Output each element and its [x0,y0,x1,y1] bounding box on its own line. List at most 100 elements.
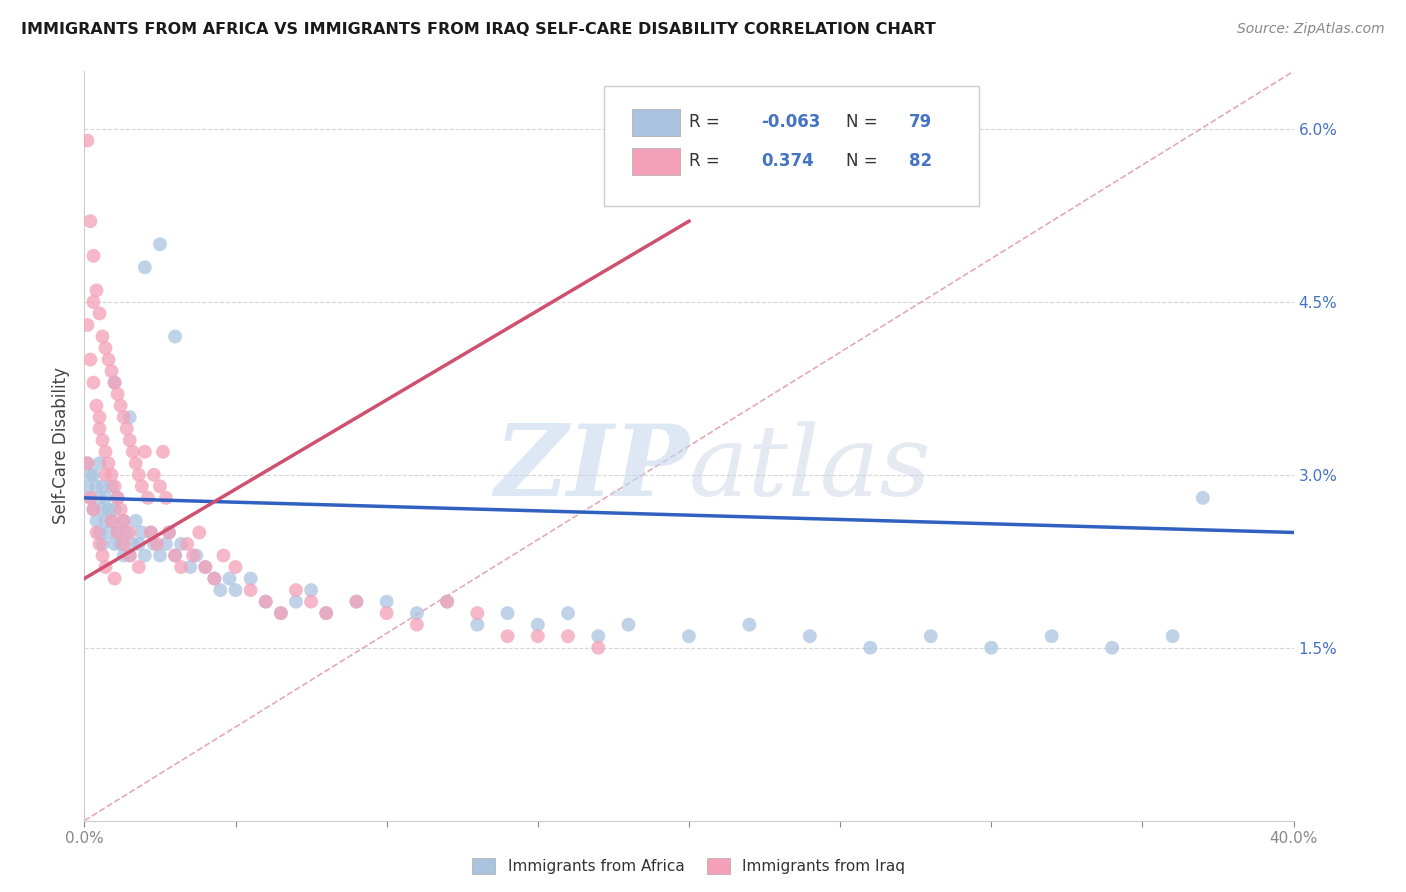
Text: ZIP: ZIP [494,420,689,516]
Point [91,329,114,343]
Point [79,214,101,228]
Point [86,284,108,298]
Point [110,399,132,413]
Point [859,640,882,655]
Point [375,594,398,608]
Point [107,525,129,540]
Point [91,549,114,563]
Point [121,444,143,458]
Point [89,525,111,540]
Point [1040,629,1063,643]
Text: N =: N = [846,113,883,131]
Point [112,514,135,528]
Point [112,549,135,563]
Legend: Immigrants from Africa, Immigrants from Iraq: Immigrants from Africa, Immigrants from … [467,852,911,880]
Point [107,387,129,401]
Point [76,456,98,470]
Text: Source: ZipAtlas.com: Source: ZipAtlas.com [1237,22,1385,37]
Point [406,606,429,620]
Point [115,525,138,540]
Point [118,525,141,540]
Point [799,629,821,643]
Point [155,491,177,505]
Point [100,479,122,493]
Point [94,467,117,482]
Point [94,444,117,458]
Point [134,444,156,458]
Point [131,479,153,493]
Point [270,606,292,620]
Point [496,606,519,620]
Point [149,549,172,563]
Point [104,479,127,493]
FancyBboxPatch shape [605,87,979,206]
Point [131,525,153,540]
Point [142,467,165,482]
Point [588,629,610,643]
Point [97,502,120,516]
Point [118,549,141,563]
Point [194,560,217,574]
Point [104,537,127,551]
Text: IMMIGRANTS FROM AFRICA VS IMMIGRANTS FROM IRAQ SELF-CARE DISABILITY CORRELATION : IMMIGRANTS FROM AFRICA VS IMMIGRANTS FRO… [21,22,936,37]
Point [980,640,1002,655]
Point [89,537,111,551]
Point [149,237,172,252]
Point [285,583,308,598]
Point [100,467,122,482]
Point [170,560,193,574]
Point [115,422,138,436]
Point [112,514,135,528]
Point [89,456,111,470]
Point [496,629,519,643]
Point [86,399,108,413]
Point [1101,640,1123,655]
Point [239,572,262,586]
Point [136,491,159,505]
Point [315,606,337,620]
Point [112,537,135,551]
Point [97,352,120,367]
Point [527,629,550,643]
Point [436,594,458,608]
Point [209,583,232,598]
Point [128,537,150,551]
Point [94,514,117,528]
Point [82,467,104,482]
Point [202,572,225,586]
Point [155,537,177,551]
Point [142,537,165,551]
Y-axis label: Self-Care Disability: Self-Care Disability [52,368,70,524]
Point [1161,629,1184,643]
Point [165,549,187,563]
Point [315,606,337,620]
Point [76,479,98,493]
Point [406,617,429,632]
Point [181,549,204,563]
Point [82,249,104,263]
Text: R =: R = [689,153,730,170]
Point [139,525,162,540]
Point [588,640,610,655]
Text: 0.374: 0.374 [762,153,814,170]
Point [188,525,211,540]
Point [299,583,322,598]
Point [225,560,247,574]
Point [128,467,150,482]
Point [100,514,122,528]
Point [125,456,148,470]
Point [76,318,98,332]
Point [165,329,187,343]
Point [97,525,120,540]
Point [110,537,132,551]
Point [112,410,135,425]
Point [170,537,193,551]
Point [299,594,322,608]
Point [107,525,129,540]
Point [467,617,489,632]
Point [79,491,101,505]
Point [139,525,162,540]
FancyBboxPatch shape [633,148,681,175]
Point [89,306,111,320]
Point [436,594,458,608]
